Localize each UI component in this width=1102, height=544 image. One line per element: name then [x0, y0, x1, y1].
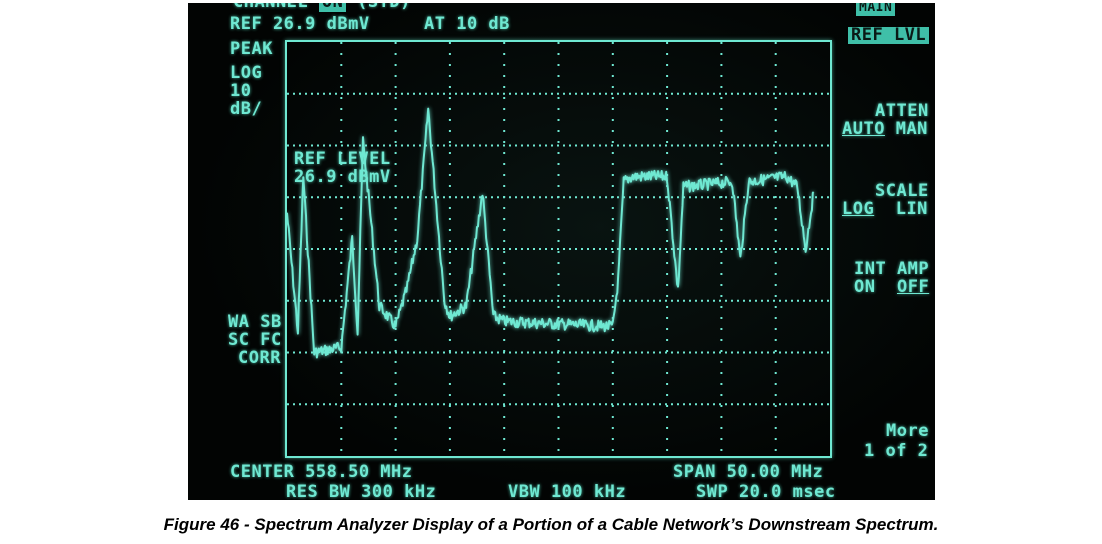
- resolution-bandwidth-readout: RES BW 300 kHz: [286, 482, 437, 501]
- sc-fc-label: SC FC: [228, 330, 282, 350]
- softkey-more-page[interactable]: 1 of 2: [864, 441, 929, 461]
- atten-auto-option[interactable]: AUTO: [842, 119, 885, 139]
- int-amp-on-option[interactable]: ON: [854, 277, 876, 297]
- softkey-atten-title: ATTEN: [875, 101, 929, 121]
- attenuation-readout: AT 10 dB: [424, 14, 510, 34]
- center-frequency-readout: CENTER 558.50 MHz: [230, 462, 413, 482]
- figure-caption: Figure 46 - Spectrum Analyzer Display of…: [163, 515, 939, 534]
- screen-glow: [188, 3, 935, 500]
- std-label: (STD): [357, 3, 411, 12]
- atten-man-option[interactable]: MAN: [895, 119, 928, 139]
- scale-log-option[interactable]: LOG: [842, 199, 875, 219]
- ref-level-marker-line2: 26.9 dBmV: [294, 167, 391, 187]
- video-bandwidth-readout: VBW 100 kHz: [508, 482, 627, 501]
- analyzer-screen-photo: CHANNEL ON (STD) REF 26.9 dBmV AT 10 dB …: [188, 3, 935, 500]
- softkey-scale-title: SCALE: [875, 181, 929, 201]
- softkey-ref-lvl[interactable]: REF LVL: [848, 27, 930, 44]
- wa-sb-label: WA SB: [228, 312, 282, 332]
- softkey-more-label[interactable]: More: [886, 421, 929, 441]
- sweep-time-readout: SWP 20.0 msec: [696, 482, 836, 501]
- softkey-int-amp[interactable]: ON OFF: [854, 279, 929, 296]
- channel-text: CHANNEL: [233, 3, 308, 12]
- softkey-scale[interactable]: LOG LIN: [842, 201, 928, 218]
- log-label: LOG: [230, 63, 263, 83]
- channel-badge: ON: [318, 3, 347, 12]
- ref-level-readout: REF 26.9 dBmV: [230, 14, 370, 34]
- corr-label: CORR: [238, 348, 281, 368]
- softkey-atten[interactable]: AUTO MAN: [842, 121, 928, 138]
- softkey-int-amp-title: INT AMP: [854, 259, 930, 279]
- span-readout: SPAN 50.00 MHz: [673, 462, 824, 482]
- scale-value-label: 10: [230, 81, 252, 101]
- ref-level-marker-line1: REF LEVEL: [294, 149, 391, 169]
- int-amp-off-option[interactable]: OFF: [896, 277, 930, 297]
- scale-lin-option[interactable]: LIN: [895, 199, 928, 219]
- softkey-top-badge[interactable]: MAIN: [856, 3, 896, 16]
- scale-unit-label: dB/: [230, 99, 263, 119]
- detector-peak-label: PEAK: [230, 39, 273, 59]
- channel-label: CHANNEL ON (STD): [233, 3, 411, 12]
